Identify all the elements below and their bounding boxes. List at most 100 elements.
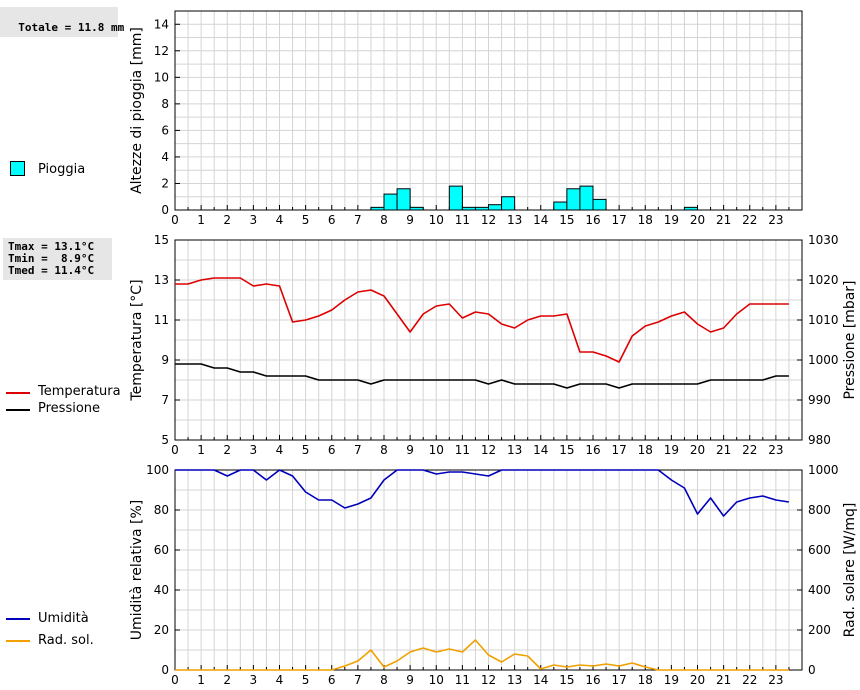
- x-tick-label: 8: [380, 443, 388, 457]
- y-tick-label: 0: [161, 663, 169, 677]
- x-tick-label: 7: [354, 213, 362, 227]
- y-tick-label: 8: [161, 97, 169, 111]
- rain-bar: [592, 198, 607, 211]
- x-tick-label: 13: [507, 213, 522, 227]
- x-tick-label: 2: [223, 673, 231, 687]
- y-tick-label: 100: [146, 463, 169, 477]
- y-tick-label: 14: [154, 17, 169, 31]
- y2-tick-label: 200: [808, 623, 831, 637]
- x-tick-label: 4: [276, 443, 284, 457]
- x-tick-label: 14: [533, 213, 548, 227]
- radiation-legend-line: [6, 640, 30, 642]
- y2-tick-label: 0: [808, 663, 816, 677]
- y2-tick-label: 400: [808, 583, 831, 597]
- x-tick-label: 23: [768, 443, 783, 457]
- x-tick-label: 5: [302, 673, 310, 687]
- x-tick-label: 2: [223, 443, 231, 457]
- x-tick-label: 15: [559, 443, 574, 457]
- x-tick-label: 22: [742, 213, 757, 227]
- x-tick-label: 1: [197, 443, 205, 457]
- x-tick-label: 11: [455, 213, 470, 227]
- x-tick-label: 17: [611, 443, 626, 457]
- y-tick-label: 9: [161, 353, 169, 367]
- x-tick-label: 16: [585, 213, 600, 227]
- temperature-legend-label: Temperatura: [38, 384, 121, 399]
- rain-bar: [396, 188, 411, 211]
- x-tick-label: 8: [380, 673, 388, 687]
- tmax-text: Tmax = 13.1°C: [8, 240, 95, 253]
- x-tick-label: 0: [171, 673, 179, 687]
- x-tick-label: 22: [742, 673, 757, 687]
- y-tick-label: 2: [161, 176, 169, 190]
- x-tick-label: 15: [559, 673, 574, 687]
- y-tick-label: 0: [161, 203, 169, 217]
- rain-bar: [488, 204, 503, 211]
- y2-tick-label: 1020: [808, 273, 839, 287]
- y-tick-label: 13: [154, 273, 169, 287]
- x-tick-label: 16: [585, 443, 600, 457]
- x-tick-label: 4: [276, 213, 284, 227]
- x-tick-label: 14: [533, 673, 548, 687]
- y-tick-label: 4: [161, 150, 169, 164]
- rain-bar: [461, 206, 476, 211]
- x-tick-label: 8: [380, 213, 388, 227]
- rain-bar: [566, 188, 581, 211]
- rain-total-text: Totale = 11.8 mm: [18, 21, 125, 34]
- rain-bar: [553, 201, 568, 211]
- pressure-legend-label: Pressione: [38, 401, 101, 416]
- rain-bar: [474, 206, 489, 211]
- x-tick-label: 18: [638, 213, 653, 227]
- temperature-legend-line: [6, 392, 30, 394]
- tmin-text: Tmin = 8.9°C: [8, 252, 95, 265]
- y2-tick-label: 1000: [808, 463, 839, 477]
- y-tick-label: 80: [154, 503, 169, 517]
- x-tick-label: 3: [250, 673, 258, 687]
- x-tick-label: 10: [429, 673, 444, 687]
- x-tick-label: 9: [406, 673, 414, 687]
- x-tick-label: 2: [223, 213, 231, 227]
- y2-tick-label: 1010: [808, 313, 839, 327]
- x-tick-label: 4: [276, 673, 284, 687]
- y2-tick-label: 600: [808, 543, 831, 557]
- x-tick-label: 1: [197, 673, 205, 687]
- x-tick-label: 23: [768, 673, 783, 687]
- rain-legend-label: Pioggia: [38, 162, 86, 177]
- x-tick-label: 19: [664, 213, 679, 227]
- y-tick-label: 40: [154, 583, 169, 597]
- y2-tick-label: 800: [808, 503, 831, 517]
- x-tick-label: 21: [716, 213, 731, 227]
- y-tick-label: 10: [154, 70, 169, 84]
- rain-bar: [370, 206, 385, 211]
- humidity-legend-label: Umidità: [38, 611, 89, 626]
- tmed-text: Tmed = 11.4°C: [8, 264, 95, 277]
- y-tick-label: 12: [154, 44, 169, 58]
- x-tick-label: 18: [638, 673, 653, 687]
- x-tick-label: 20: [690, 443, 705, 457]
- x-tick-label: 23: [768, 213, 783, 227]
- x-tick-label: 18: [638, 443, 653, 457]
- y2-tick-label: 990: [808, 393, 831, 407]
- y2-tick-label: 980: [808, 433, 831, 447]
- rain-bar: [501, 196, 516, 211]
- radiation-line: [175, 639, 789, 671]
- rain-bar: [683, 206, 698, 211]
- x-tick-label: 0: [171, 443, 179, 457]
- x-tick-label: 7: [354, 673, 362, 687]
- x-tick-label: 10: [429, 213, 444, 227]
- pressure-line: [175, 363, 789, 389]
- x-tick-label: 13: [507, 443, 522, 457]
- temperature-stats-box: Tmax = 13.1°C Tmin = 8.9°C Tmed = 11.4°C: [3, 238, 112, 280]
- y-tick-label: 6: [161, 123, 169, 137]
- x-tick-label: 19: [664, 443, 679, 457]
- x-tick-label: 21: [716, 443, 731, 457]
- y-tick-label: 15: [154, 233, 169, 247]
- x-tick-label: 11: [455, 443, 470, 457]
- y-tick-label: 7: [161, 393, 169, 407]
- x-tick-label: 16: [585, 673, 600, 687]
- x-tick-label: 20: [690, 213, 705, 227]
- y-tick-label: 11: [154, 313, 169, 327]
- x-tick-label: 6: [328, 213, 336, 227]
- y2-axis-title: Pressione [mbar]: [842, 280, 858, 399]
- y-axis-title: Umidità relativa [%]: [129, 500, 145, 641]
- y-tick-label: 20: [154, 623, 169, 637]
